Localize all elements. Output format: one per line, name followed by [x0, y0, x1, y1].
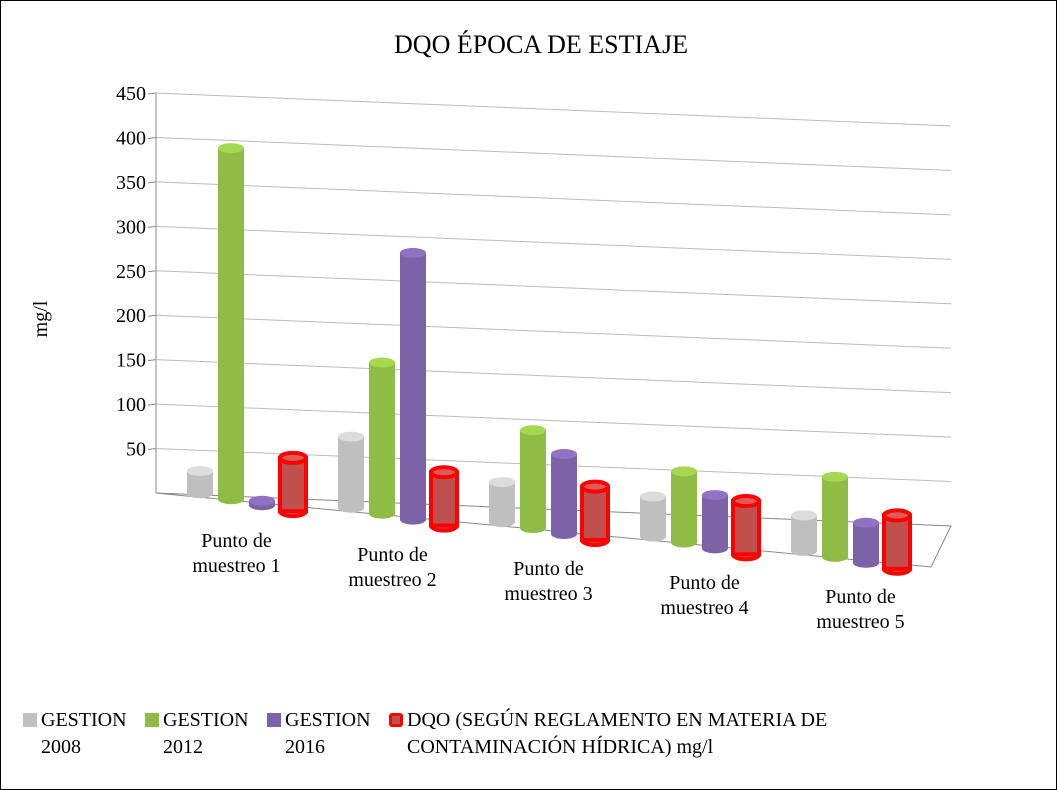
- legend-item: DQO (SEGÚN REGLAMENTO EN MATERIA DE CONT…: [389, 707, 959, 761]
- y-tick-label: 150: [116, 350, 146, 372]
- legend-label: GESTION 2016: [285, 709, 371, 758]
- x-tick-label: Punto de muestreo 3: [504, 558, 593, 605]
- bar-top: [520, 425, 546, 436]
- bar: [369, 362, 395, 514]
- y-tick-label: 100: [116, 394, 146, 416]
- bar: [520, 430, 546, 529]
- bar-top: [400, 247, 426, 258]
- y-tick-label: 300: [116, 216, 146, 238]
- bar-top: [731, 494, 761, 509]
- y-tick-label: 400: [116, 127, 146, 149]
- bar-top: [218, 143, 244, 154]
- bar: [671, 471, 697, 543]
- legend-item: GESTION 2008: [23, 707, 145, 761]
- bar: [640, 496, 666, 537]
- legend-label: GESTION 2008: [41, 709, 127, 758]
- tick-mark: [147, 270, 157, 273]
- bar-top: [853, 517, 879, 528]
- y-axis-label: mg/l: [30, 300, 52, 337]
- legend-swatch: [23, 713, 37, 727]
- bar: [218, 148, 244, 500]
- bar-top: [338, 431, 364, 442]
- grid-line: [155, 92, 952, 127]
- tick-mark: [147, 359, 157, 362]
- grid-line: [155, 225, 952, 260]
- x-tick-label: Punto de muestreo 4: [660, 572, 749, 619]
- y-tick-label: 350: [116, 172, 146, 194]
- grid-line: [155, 314, 952, 349]
- y-tick-label: 50: [126, 439, 146, 461]
- bar-top: [187, 466, 213, 477]
- bar: [187, 471, 213, 494]
- grid-line: [155, 270, 952, 305]
- tick-mark: [147, 403, 157, 406]
- legend-swatch: [145, 713, 159, 727]
- bar: [551, 454, 577, 535]
- x-tick-label: Punto de muestreo 2: [348, 544, 437, 591]
- bar-top: [640, 491, 666, 502]
- tick-mark: [147, 92, 157, 95]
- tick-mark: [147, 448, 157, 451]
- bar-top: [671, 466, 697, 477]
- bar-top: [369, 357, 395, 368]
- x-tick-label: Punto de muestreo 5: [816, 586, 905, 633]
- grid-line: [155, 359, 952, 394]
- bar: [731, 499, 761, 557]
- bar-top: [702, 490, 728, 501]
- x-tick-label: Punto de muestreo 1: [192, 530, 281, 577]
- bar: [702, 495, 728, 549]
- tick-mark: [147, 181, 157, 184]
- bar-top: [882, 508, 912, 523]
- bar-top: [429, 465, 459, 480]
- bar-top: [822, 471, 848, 482]
- legend-label: GESTION 2012: [163, 709, 249, 758]
- bar: [580, 484, 610, 542]
- grid-line: [155, 181, 952, 216]
- bar-top: [278, 450, 308, 465]
- tick-mark: [147, 314, 157, 317]
- bar: [489, 482, 515, 523]
- bar: [338, 436, 364, 508]
- bar-top: [580, 479, 610, 494]
- chart-title: DQO ÉPOCA DE ESTIAJE: [394, 30, 688, 59]
- bar-top: [551, 449, 577, 460]
- y-tick-label: 250: [116, 261, 146, 283]
- y-tick-label: 200: [116, 305, 146, 327]
- bar: [853, 522, 879, 563]
- bar: [882, 513, 912, 571]
- bar: [822, 476, 848, 557]
- bar: [278, 455, 308, 514]
- bar-top: [791, 510, 817, 521]
- legend-swatch: [267, 713, 281, 727]
- bar: [400, 252, 426, 520]
- grid-line: [155, 403, 952, 438]
- bar: [791, 515, 817, 551]
- bar: [429, 470, 459, 528]
- legend-swatch: [389, 713, 403, 727]
- y-tick-label: 450: [116, 83, 146, 105]
- legend-label: DQO (SEGÚN REGLAMENTO EN MATERIA DE CONT…: [407, 709, 828, 758]
- legend-item: GESTION 2016: [267, 707, 389, 761]
- legend-item: GESTION 2012: [145, 707, 267, 761]
- tick-mark: [147, 136, 157, 139]
- bar-top: [489, 477, 515, 488]
- bar-top: [249, 495, 275, 506]
- grid-line: [155, 136, 952, 171]
- legend: GESTION 2008 GESTION 2012 GESTION 2016 DQO …: [23, 707, 959, 761]
- tick-mark: [147, 225, 157, 228]
